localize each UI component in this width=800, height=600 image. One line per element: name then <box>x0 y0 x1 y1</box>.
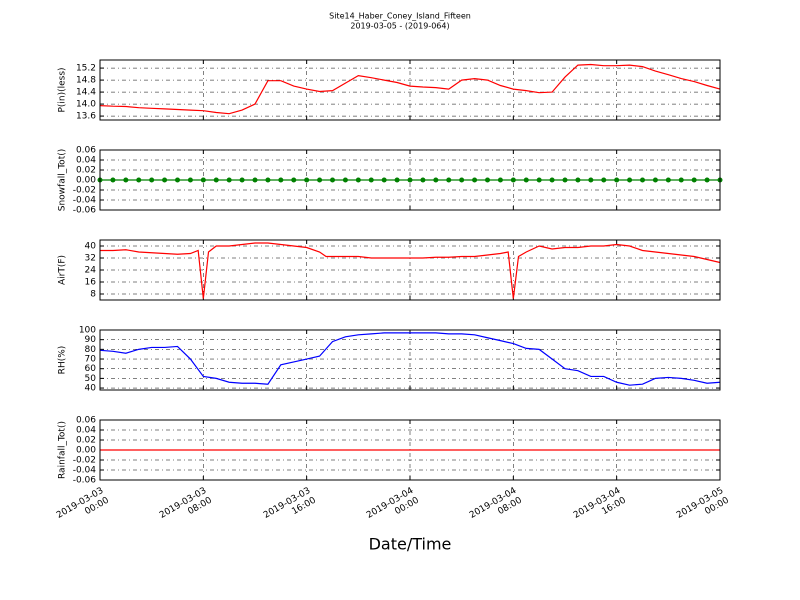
data-point <box>640 177 645 183</box>
data-point <box>510 177 516 183</box>
y-tick-label: 0.02 <box>76 166 96 176</box>
y-tick-label: 14.8 <box>76 76 96 86</box>
y-tick-label: 100 <box>79 326 96 336</box>
data-point <box>485 177 490 183</box>
data-point <box>252 177 258 183</box>
y-axis-label: Rainfall_Tot() <box>58 421 68 479</box>
x-axis-label: Date/Time <box>369 535 452 554</box>
y-tick-label: 14.0 <box>76 100 96 110</box>
data-point <box>355 177 361 183</box>
chart-title: Site14_Haber_Coney_Island_Fifteen <box>329 12 471 21</box>
data-point <box>601 177 607 183</box>
data-point <box>123 177 129 183</box>
y-axis-label: Snowfall_Tot() <box>58 149 68 212</box>
data-point <box>226 177 232 183</box>
plot-frame <box>99 329 721 391</box>
data-line <box>99 63 721 115</box>
y-tick-label: 13.6 <box>76 112 96 122</box>
data-point <box>317 177 323 183</box>
y-tick-label: -0.02 <box>73 186 96 196</box>
y-axis-label: RH(%) <box>58 346 68 375</box>
y-tick-label: 0.02 <box>76 436 96 446</box>
data-point <box>110 177 116 183</box>
y-tick-label: 0.06 <box>76 146 96 156</box>
y-tick-label: 70 <box>85 355 97 365</box>
data-point <box>420 177 426 183</box>
y-tick-label: -0.06 <box>73 476 97 486</box>
data-line <box>99 332 721 386</box>
data-point <box>575 177 581 183</box>
y-tick-label: 32 <box>85 254 96 264</box>
data-point <box>678 177 684 183</box>
data-point <box>665 177 671 183</box>
data-point <box>330 177 335 183</box>
plot-frame <box>99 419 721 481</box>
y-tick-label: -0.06 <box>73 206 97 216</box>
data-point <box>136 177 142 183</box>
data-point <box>523 177 529 183</box>
data-point <box>368 177 374 183</box>
data-point <box>381 177 387 183</box>
plot-frame <box>99 239 721 301</box>
y-tick-label: 8 <box>90 290 96 300</box>
y-axis-label: P(in)(less) <box>58 67 68 112</box>
y-tick-label: 24 <box>85 266 97 276</box>
data-point <box>472 177 478 183</box>
y-tick-label: 0.06 <box>76 416 96 426</box>
data-point <box>304 177 310 183</box>
y-tick-label: 14.4 <box>76 88 96 98</box>
data-point <box>149 177 155 183</box>
y-tick-label: 90 <box>85 335 97 345</box>
data-point <box>497 177 503 183</box>
data-point <box>394 177 400 183</box>
data-point <box>342 177 348 183</box>
chart-subtitle: 2019-03-05 - (2019-064) <box>350 22 449 31</box>
data-point <box>265 177 271 183</box>
data-point <box>536 177 542 183</box>
data-point <box>652 177 658 183</box>
y-tick-label: 50 <box>85 374 97 384</box>
data-point <box>588 177 594 183</box>
data-point <box>627 177 633 183</box>
data-point <box>278 177 284 183</box>
y-tick-label: 0.04 <box>76 156 96 166</box>
y-tick-label: 0.00 <box>76 446 96 456</box>
y-tick-label: 80 <box>85 345 97 355</box>
data-point <box>704 177 710 183</box>
y-tick-label: -0.04 <box>73 196 97 206</box>
y-tick-label: -0.02 <box>73 456 96 466</box>
data-point <box>691 177 697 183</box>
y-tick-label: 0.00 <box>76 176 96 186</box>
data-point <box>291 177 297 183</box>
data-point <box>239 177 245 183</box>
y-tick-label: 40 <box>85 242 97 252</box>
data-point <box>549 177 555 183</box>
data-point <box>562 177 568 183</box>
data-point <box>407 177 413 183</box>
data-point <box>213 177 219 183</box>
plot-frame <box>99 59 721 121</box>
y-tick-label: 60 <box>85 364 97 374</box>
data-point <box>162 177 168 183</box>
y-tick-label: 15.2 <box>76 64 96 74</box>
data-point <box>200 177 206 183</box>
data-line <box>100 242 721 299</box>
y-tick-label: 0.04 <box>76 426 96 436</box>
data-point <box>187 177 193 183</box>
data-point <box>433 177 439 183</box>
data-point <box>459 177 465 183</box>
y-tick-label: 40 <box>85 384 97 394</box>
y-tick-label: 16 <box>85 278 97 288</box>
data-point <box>446 177 452 183</box>
y-tick-label: -0.04 <box>73 466 97 476</box>
data-point <box>175 177 180 183</box>
plot-frame <box>99 149 721 211</box>
y-axis-label: AirT(F) <box>58 255 68 285</box>
data-point <box>614 177 620 183</box>
